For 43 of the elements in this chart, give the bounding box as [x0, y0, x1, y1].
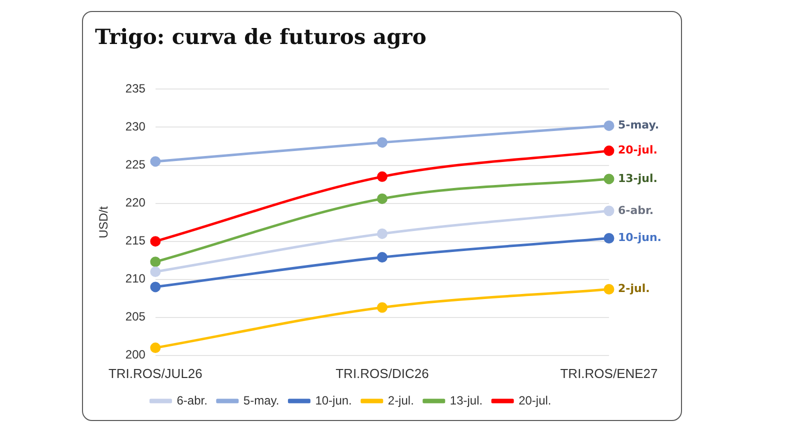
text: 20-jul. [618, 144, 658, 157]
point [376, 302, 388, 313]
legend-label: 20-jul. [518, 393, 552, 408]
point [604, 284, 614, 294]
point [150, 156, 161, 167]
point [604, 174, 614, 184]
text: 2-jul. [618, 282, 650, 296]
text: 5-may. [618, 118, 660, 132]
x-tick-label: TRI.ROS/JUL26 [108, 366, 202, 381]
point [604, 146, 614, 156]
y-tick-label: 205 [125, 310, 146, 324]
y-tick-label: 235 [125, 82, 146, 96]
text: 6-abr. [618, 204, 654, 217]
y-tick-label: 225 [125, 158, 146, 172]
x-tick-label: TRI.ROS/ENE27 [560, 366, 658, 381]
point [376, 252, 388, 263]
point [150, 256, 161, 268]
point [376, 228, 388, 239]
text: 10-jun. [618, 231, 662, 244]
point [604, 233, 614, 244]
point [150, 266, 161, 277]
chart-title: Trigo: curva de futuros agro [95, 24, 426, 49]
y-tick-label: 200 [125, 348, 146, 362]
point [604, 120, 614, 131]
point [150, 342, 161, 354]
y-tick-label: 210 [125, 272, 146, 286]
point [604, 206, 614, 216]
y-tick-label: 215 [125, 234, 146, 248]
point [150, 282, 161, 292]
point [376, 137, 388, 148]
y-axis-title: USD/t [96, 206, 111, 238]
point [376, 193, 388, 204]
y-tick-label: 220 [125, 196, 146, 210]
legend-label: 6-abr. [176, 393, 208, 408]
point [150, 236, 161, 247]
point [376, 171, 388, 182]
legend-label: 2-jul. [388, 393, 414, 408]
legend-label: 10-jun. [315, 393, 352, 408]
text: 13-jul. [618, 172, 658, 185]
x-tick-label: TRI.ROS/DIC26 [336, 366, 429, 381]
legend-label: 5-may. [243, 393, 280, 408]
legend-label: 13-jul. [450, 393, 483, 408]
y-tick-label: 230 [125, 120, 146, 134]
